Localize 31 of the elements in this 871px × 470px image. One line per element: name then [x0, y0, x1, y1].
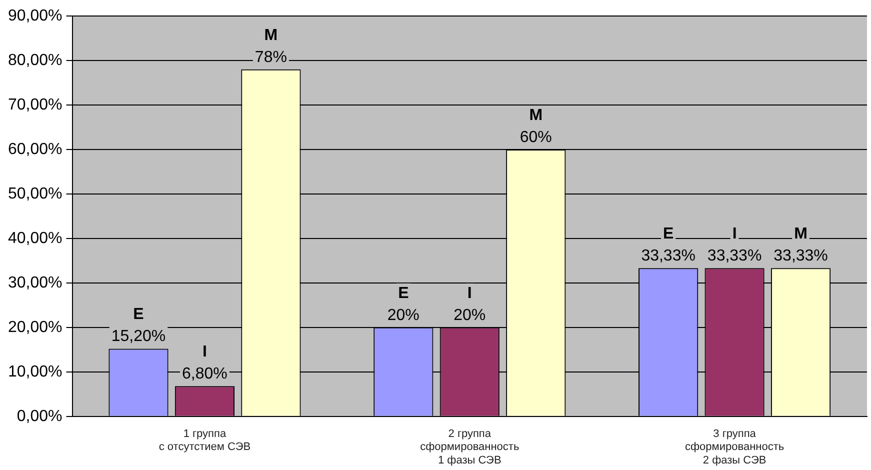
series-label: I [467, 284, 472, 302]
data-label: 60% [520, 128, 552, 146]
x-tick-label: 3 группа сформированность 2 фазы СЭВ [684, 428, 784, 466]
text: I [732, 226, 737, 243]
data-label: 78% [254, 48, 287, 66]
y-tick-label: 90,00% [8, 7, 62, 24]
data-label: 33,33% [707, 248, 762, 265]
series-label: E [133, 306, 144, 324]
y-tick-label: 10,00% [8, 363, 62, 380]
data-label: 20% [387, 306, 420, 324]
y-tick-label: 30,00% [8, 274, 62, 292]
y-tick-label: 50,00% [8, 185, 62, 202]
data-label: 20% [454, 306, 486, 324]
y-tick-label: 80,00% [8, 52, 62, 69]
series-label: M [264, 26, 278, 44]
data-label: 33,33% [774, 248, 828, 265]
y-tick-label: 20,00% [8, 318, 62, 336]
data-label: 6,80% [182, 366, 228, 383]
data-label: 33,33% [641, 248, 696, 265]
y-tick-label: 70,00% [8, 96, 62, 114]
y-tick-label: 0,00% [16, 408, 62, 425]
text: M [529, 106, 543, 124]
text: M [794, 226, 808, 243]
x-tick-label: 1 группа с отсутстием СЭВ [158, 428, 251, 454]
text: E [662, 226, 674, 243]
x-tick-label: 2 группа сформированность 1 фазы СЭВ [420, 428, 520, 466]
y-tick-label: 60,00% [8, 140, 62, 158]
data-label: 15,20% [111, 328, 166, 346]
text: E [398, 284, 409, 302]
y-tick-label: 40,00% [8, 230, 62, 247]
text: I [202, 344, 207, 361]
